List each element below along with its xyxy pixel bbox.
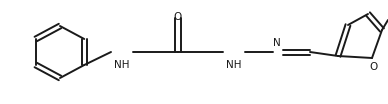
Text: NH: NH xyxy=(114,60,130,70)
Text: N: N xyxy=(273,38,281,48)
Text: O: O xyxy=(174,12,182,22)
Text: O: O xyxy=(370,62,378,72)
Text: NH: NH xyxy=(226,60,242,70)
